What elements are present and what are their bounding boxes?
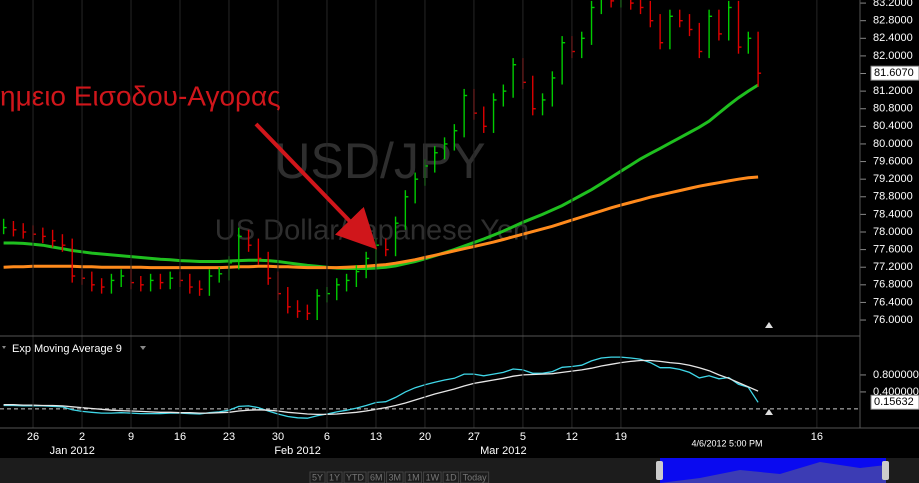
y-tick-label: 81.2000 — [873, 85, 913, 97]
range-button-frame[interactable] — [404, 471, 423, 483]
x-month-label: Jan 2012 — [50, 445, 95, 457]
y-tick-label: 82.0000 — [873, 50, 913, 62]
y-tick-label: 78.0000 — [873, 226, 913, 238]
y-tick-label: 76.8000 — [873, 279, 913, 291]
range-button-frame[interactable] — [460, 471, 490, 483]
last-price-label: 81.6070 — [874, 67, 914, 79]
range-button-frame[interactable] — [326, 471, 343, 483]
moving-average-line — [3, 175, 759, 270]
last-price-box — [870, 65, 919, 81]
range-button[interactable]: 6M — [370, 472, 383, 482]
y-tick-label: 78.8000 — [873, 191, 913, 203]
y-tick-label: 0.800000 — [873, 369, 919, 381]
range-button-frame[interactable] — [367, 471, 386, 483]
x-tick-label: 19 — [615, 431, 627, 443]
y-tick-label: 82.4000 — [873, 32, 913, 44]
range-button-frame[interactable] — [423, 471, 442, 483]
y-tick-label: 78.4000 — [873, 208, 913, 220]
range-button-frame[interactable] — [309, 471, 326, 483]
y-tick-label: 82.8000 — [873, 15, 913, 27]
indicator-title[interactable]: Exp Moving Average 9 — [12, 343, 122, 355]
y-tick-label: 77.6000 — [873, 244, 913, 256]
x-month-label: Feb 2012 — [274, 445, 320, 457]
navigator-area — [660, 462, 886, 483]
marker-triangle — [765, 409, 773, 415]
annotation: ημειο Εισοδου-Αγορας — [0, 80, 281, 111]
range-button-frame[interactable] — [386, 471, 404, 483]
x-tick-label: 9 — [128, 431, 134, 443]
watermark-subtitle: US Dollar/Japanese Yen — [215, 215, 529, 247]
indicator-dropdown[interactable] — [140, 346, 146, 350]
x-tick-label: 16 — [174, 431, 186, 443]
range-button-frame[interactable] — [442, 471, 460, 483]
indicator-plot — [0, 356, 860, 419]
y-tick-label: 79.2000 — [873, 173, 913, 185]
range-button[interactable]: 3M — [389, 472, 402, 482]
x-tick-label: 5 — [520, 431, 526, 443]
indicator-line — [3, 359, 759, 416]
navigator-handle[interactable] — [882, 461, 889, 480]
indicator-value-label: 0.15632 — [874, 396, 914, 408]
panel-menu-icon[interactable] — [2, 346, 6, 349]
y-tick-label: 80.0000 — [873, 138, 913, 150]
x-tick-label: 2 — [79, 431, 85, 443]
x-tick-label: 6 — [324, 431, 330, 443]
indicator-value-box — [870, 394, 919, 410]
marker-triangle — [765, 322, 773, 328]
navigator-handle[interactable] — [656, 461, 663, 480]
y-tick-label: 80.4000 — [873, 120, 913, 132]
range-button[interactable]: 1Y — [329, 472, 340, 482]
x-tick-label: 13 — [370, 431, 382, 443]
range-toolbar: 5Y 1Y YTD 6M 3M 1M 1W 1D Today — [309, 471, 490, 483]
x-tick-label: 16 — [811, 431, 823, 443]
x-tick-label: 26 — [27, 431, 39, 443]
moving-average-line — [3, 83, 759, 270]
range-button-frame[interactable] — [343, 471, 367, 483]
range-button[interactable]: YTD — [346, 472, 365, 482]
y-tick-label: 79.6000 — [873, 155, 913, 167]
range-button[interactable]: 1D — [445, 472, 457, 482]
y-tick-label: 83.2000 — [873, 0, 913, 9]
y-tick-label: 76.0000 — [873, 314, 913, 326]
indicator-line — [3, 356, 759, 419]
range-button[interactable]: 5Y — [312, 472, 323, 482]
cursor-label: 4/6/2012 5:00 PM — [691, 438, 762, 448]
y-tick-label: 77.2000 — [873, 261, 913, 273]
y-tick-label: 76.4000 — [873, 296, 913, 308]
x-month-label: Mar 2012 — [480, 445, 526, 457]
x-tick-label: 27 — [468, 431, 480, 443]
x-tick-label: 20 — [419, 431, 431, 443]
x-tick-label: 30 — [272, 431, 284, 443]
x-tick-label: 12 — [566, 431, 578, 443]
y-tick-label: 80.8000 — [873, 103, 913, 115]
range-button[interactable]: 1M — [407, 472, 420, 482]
range-button[interactable]: Today — [463, 472, 488, 482]
range-button[interactable]: 1W — [426, 472, 440, 482]
annotation-arrow — [254, 122, 378, 250]
x-tick-label: 23 — [223, 431, 235, 443]
